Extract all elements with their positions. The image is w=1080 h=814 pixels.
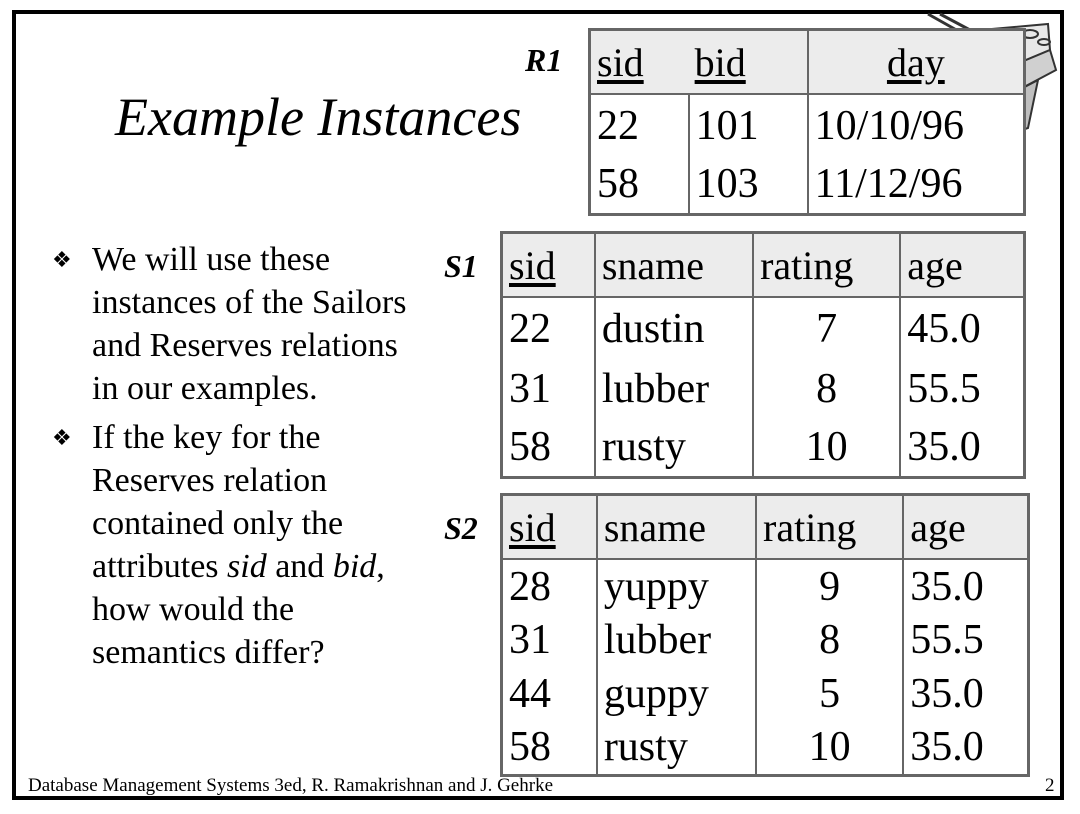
table-cell: 35.0 — [902, 721, 1029, 775]
column-header-sname: sname — [595, 494, 757, 559]
column-header-bid: bid — [694, 39, 746, 85]
table-cell: 28 — [509, 563, 551, 610]
table-row: 28 yuppy 9 35.0 — [502, 559, 1029, 613]
table-cell: rusty — [595, 721, 757, 775]
table-cell: 31 — [509, 617, 551, 663]
slide-frame — [12, 10, 1064, 800]
table-cell: 58 — [509, 424, 551, 471]
column-header-rating: rating — [752, 232, 901, 297]
column-header-rating: rating — [755, 494, 904, 559]
table-row: 58 rusty 10 35.0 — [502, 419, 1025, 477]
table-cell: 8 — [752, 359, 901, 419]
r1-label: R1 — [525, 42, 563, 78]
table-cell: guppy — [595, 667, 757, 721]
page-number: 2 — [1045, 775, 1055, 796]
table-cell: 101 — [687, 94, 808, 156]
table-header-row: sid sname rating age — [501, 232, 1025, 297]
table-cell: 55.5 — [899, 359, 1025, 419]
table-cell: 35.0 — [902, 559, 1029, 613]
table-cell: 8 — [755, 613, 904, 667]
table-row: 22 dustin 7 45.0 — [502, 297, 1025, 359]
table-cell: 35.0 — [899, 419, 1025, 477]
table-cell: 31 — [509, 366, 551, 412]
table-row: 31 lubber 8 55.5 — [502, 613, 1029, 667]
bullet-item: ❖ If the key for the Reserves relation c… — [52, 416, 412, 674]
column-header-sid: sid — [509, 242, 556, 288]
table-cell: 5 — [755, 667, 904, 721]
table-cell: 58 — [509, 724, 551, 771]
table-cell: 55.5 — [902, 613, 1029, 667]
table-cell: rusty — [593, 419, 754, 477]
table-cell: 10 — [752, 419, 901, 477]
table-cell: 10 — [755, 721, 904, 775]
column-header-age: age — [902, 494, 1029, 559]
table-cell: 35.0 — [902, 667, 1029, 721]
table-row: 58 rusty 10 35.0 — [502, 721, 1029, 775]
bullet-list: ❖ We will use these instances of the Sai… — [52, 238, 412, 680]
column-header-day: day — [806, 29, 1025, 94]
diamond-bullet-icon: ❖ — [52, 425, 72, 450]
bullet-item: ❖ We will use these instances of the Sai… — [52, 238, 412, 410]
column-header-sname: sname — [593, 232, 754, 297]
table-row: 31 lubber 8 55.5 — [502, 359, 1025, 419]
table-cell: 22 — [509, 305, 551, 352]
table-row: 22 101 10/10/96 — [590, 94, 1025, 156]
s1-label: S1 — [444, 248, 478, 284]
column-header-age: age — [899, 232, 1025, 297]
s2-table: sid sname rating age 28 yuppy 9 35.0 31 … — [500, 493, 1030, 777]
table-header-row: sid bid day — [589, 29, 1025, 94]
diamond-bullet-icon: ❖ — [52, 247, 72, 272]
footer-citation: Database Management Systems 3ed, R. Rama… — [28, 775, 554, 796]
table-cell: lubber — [595, 613, 757, 667]
slide-title: Example Instances — [115, 87, 522, 147]
table-cell: 11/12/96 — [806, 156, 1025, 214]
table-cell: lubber — [593, 359, 754, 419]
column-header-sid: sid — [509, 504, 556, 550]
table-cell: 10/10/96 — [806, 94, 1025, 156]
table-cell: 58 — [597, 161, 639, 208]
table-cell: 44 — [509, 671, 551, 717]
table-cell: 9 — [755, 559, 904, 613]
table-header-row: sid sname rating age — [501, 494, 1029, 559]
s1-table: sid sname rating age 22 dustin 7 45.0 31… — [500, 231, 1026, 479]
table-cell: 103 — [687, 156, 808, 214]
table-row: 58 103 11/12/96 — [590, 156, 1025, 214]
table-cell: 7 — [752, 297, 901, 359]
table-cell: dustin — [593, 297, 754, 359]
r1-table: sid bid day 22 101 10/10/96 58 103 11/12… — [588, 28, 1026, 216]
table-row: 44 guppy 5 35.0 — [502, 667, 1029, 721]
s2-label: S2 — [444, 510, 478, 546]
column-header-sid: sid — [597, 39, 644, 85]
table-cell: yuppy — [595, 559, 757, 613]
table-cell: 45.0 — [899, 297, 1025, 359]
table-cell: 22 — [597, 102, 639, 149]
